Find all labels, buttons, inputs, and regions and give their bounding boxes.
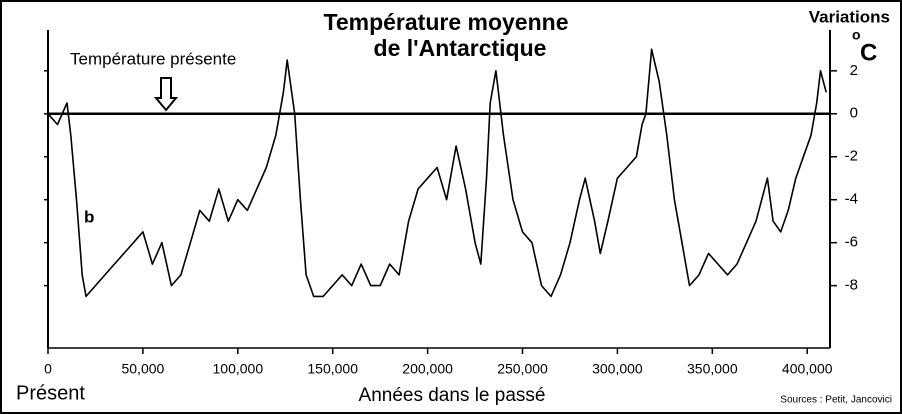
- y-axis-title: Variations: [809, 7, 890, 26]
- panel-label: b: [84, 207, 94, 226]
- arrow: [153, 77, 179, 112]
- chart-title: de l'Antarctique: [374, 35, 547, 61]
- x-tick-label: 300,000: [592, 361, 643, 377]
- y-tick-label: -8: [845, 277, 858, 294]
- x-tick-label: 200,000: [402, 361, 453, 377]
- y-tick-label: -4: [845, 191, 858, 208]
- x-tick-label: 250,000: [497, 361, 548, 377]
- x-tick-label: 150,000: [307, 361, 358, 377]
- y-tick-label: -6: [845, 234, 858, 251]
- y-tick-label: 2: [850, 62, 858, 79]
- x-tick-label: 0: [44, 361, 52, 377]
- x-tick-label: 50,000: [121, 361, 164, 377]
- source: Sources : Petit, Jancovici: [780, 395, 892, 406]
- x-tick-label: 100,000: [213, 361, 264, 377]
- y-axis-title: C: [860, 39, 877, 66]
- y-tick-label: 0: [850, 105, 858, 122]
- x-tick-label: 350,000: [687, 361, 738, 377]
- y-axis-title: o: [852, 27, 861, 43]
- x-axis-title: Années dans le passé: [359, 385, 546, 406]
- chart-title: Température moyenne: [324, 9, 569, 35]
- x-start-label: Présent: [16, 382, 85, 404]
- y-tick-label: -2: [845, 148, 858, 165]
- x-tick-label: 400,000: [782, 361, 833, 377]
- data-line: [47, 48, 827, 298]
- annotation: Température présente: [70, 49, 236, 68]
